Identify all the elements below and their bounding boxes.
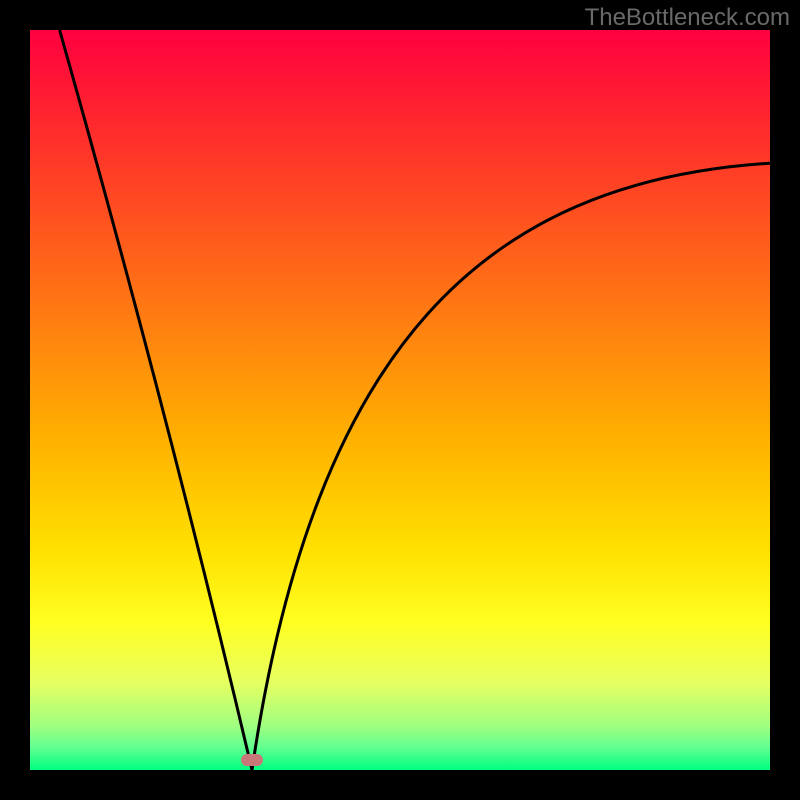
bottleneck-chart: [0, 0, 800, 800]
watermark-text: TheBottleneck.com: [585, 4, 790, 32]
plot-background: [30, 30, 770, 770]
chart-container: TheBottleneck.com: [0, 0, 800, 800]
optimal-marker: [241, 754, 263, 766]
